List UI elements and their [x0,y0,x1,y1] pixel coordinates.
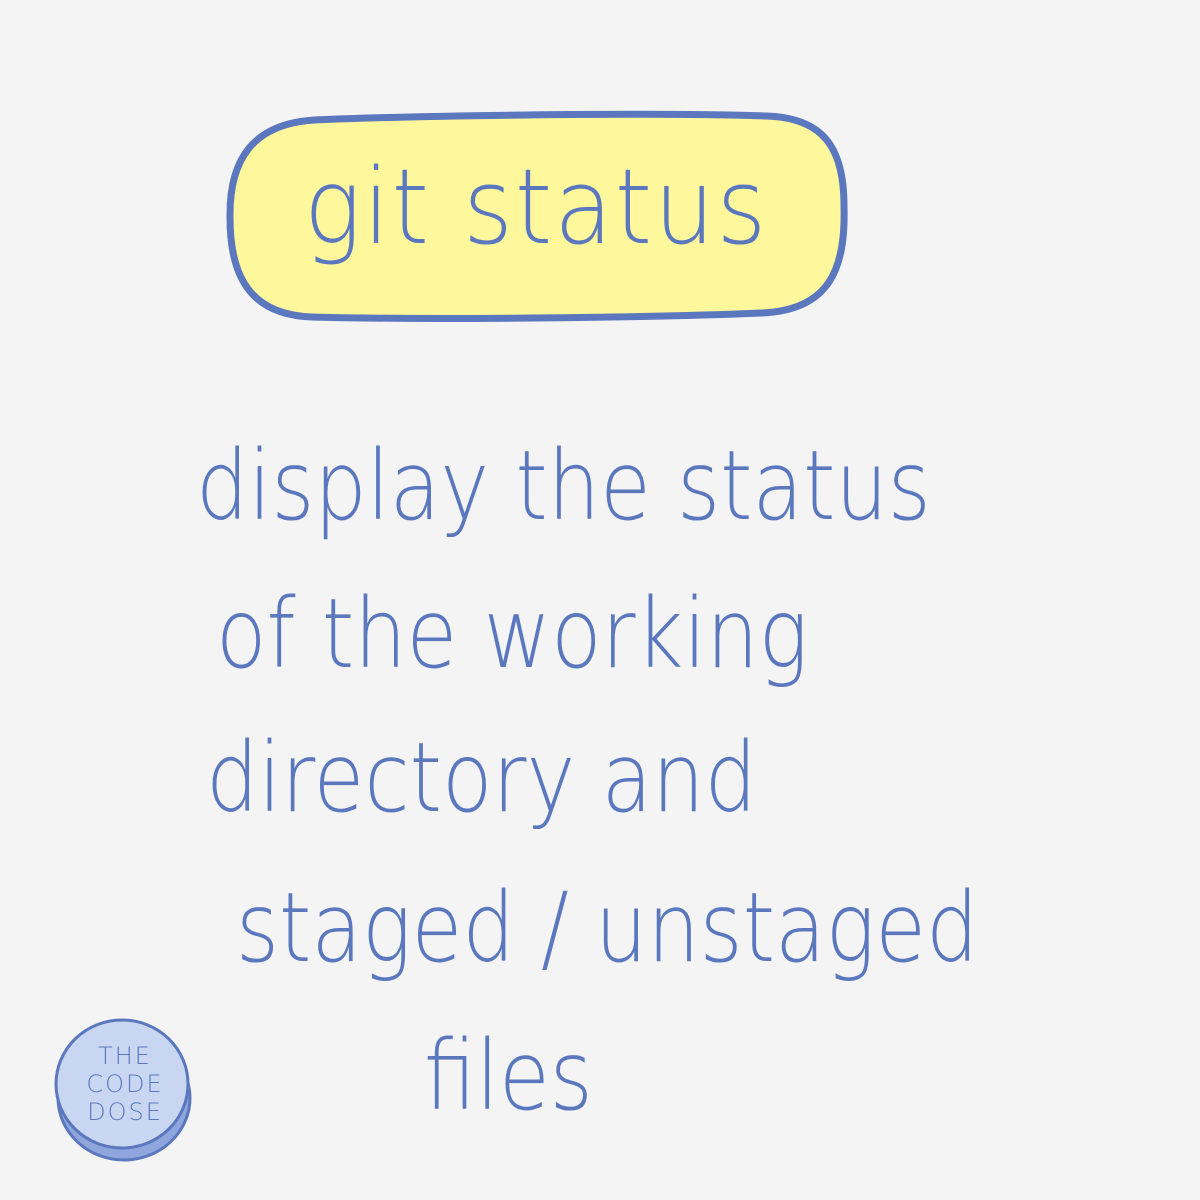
description-line-3: directory and [206,722,757,834]
description-line-1: display the status [196,430,931,542]
command-title: git status [303,146,769,268]
code-dose-logo: THE CODE DOSE [50,1010,196,1164]
title-pill: git status [222,106,850,324]
logo-line-2: CODE [86,1069,164,1098]
logo-text: THE CODE DOSE [62,1024,188,1144]
description-line-5: files [424,1020,593,1132]
logo-line-1: THE [98,1041,152,1070]
logo-line-3: DOSE [87,1098,163,1127]
description-line-4: staged / unstaged [236,872,979,984]
description-line-2: of the working [216,578,809,690]
title-pill-shape [226,110,848,322]
logo-coin-shape [54,1018,192,1162]
